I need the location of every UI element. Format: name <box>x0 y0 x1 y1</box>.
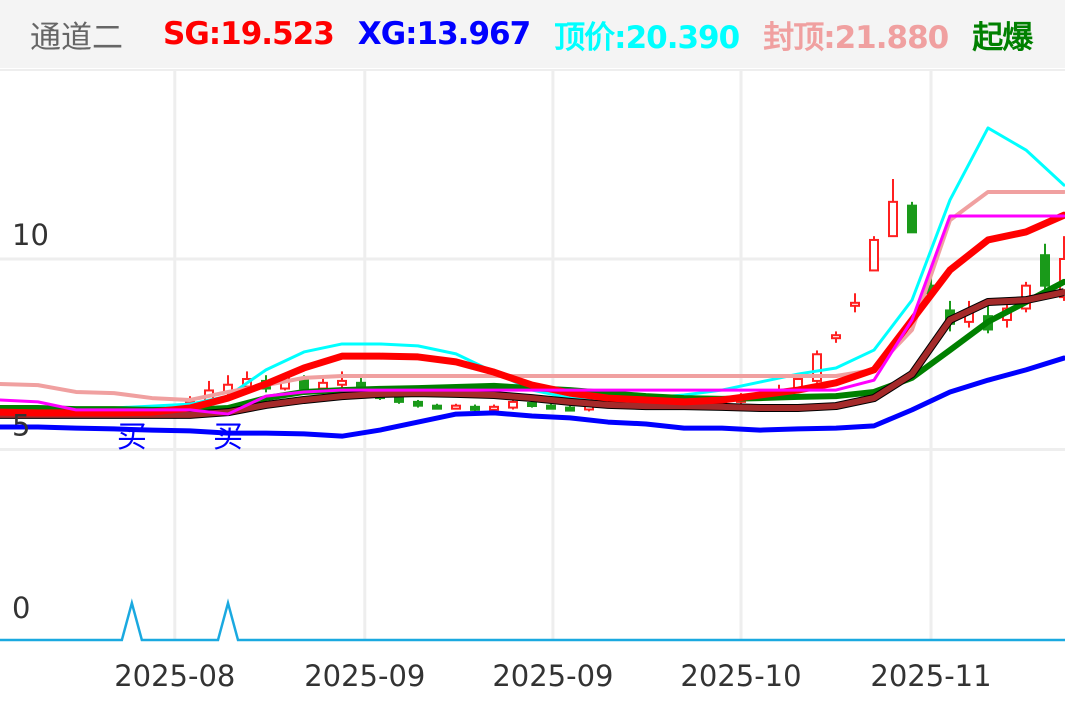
buy-signal-label: 买 <box>117 420 147 455</box>
indicator-title: 通道二 <box>30 19 123 56</box>
candle-body <box>413 400 423 407</box>
candle-body <box>546 404 556 410</box>
candle-body <box>299 378 309 390</box>
y-tick-label: 10 <box>12 218 49 252</box>
candle <box>812 350 822 383</box>
candle-body <box>831 334 841 340</box>
candle <box>413 399 423 408</box>
candle-body <box>1059 258 1065 299</box>
indicator-breakout: 起爆 <box>972 19 1033 56</box>
signal-line <box>0 598 1065 642</box>
indicator-cap: 封顶:21.880 <box>763 19 949 56</box>
candle-body <box>394 397 404 403</box>
candle <box>850 293 860 313</box>
candle-body <box>337 379 347 386</box>
candle <box>432 403 442 410</box>
candle-body <box>508 400 518 409</box>
candle-body <box>489 405 499 411</box>
candle <box>489 404 499 412</box>
candle <box>337 371 347 389</box>
y-tick-label: 0 <box>12 591 30 625</box>
candle-body <box>318 381 328 390</box>
series-line-封顶 <box>0 189 1065 402</box>
y-tick-label: 5 <box>12 409 30 443</box>
candle-body <box>850 301 860 307</box>
candle <box>470 404 480 412</box>
candle-body <box>470 405 480 411</box>
series-line-unnamed-4 <box>0 289 1065 418</box>
series-line-XG <box>0 355 1065 439</box>
candle <box>869 236 879 272</box>
x-tick-label: 2025-08 <box>114 659 235 693</box>
series-line-unnamed-6 <box>0 214 1065 416</box>
candle-body <box>527 402 537 408</box>
x-tick-label: 2025-11 <box>870 659 991 693</box>
candle <box>565 405 575 412</box>
x-tick-label: 2025-09 <box>492 659 613 693</box>
candle <box>907 201 917 234</box>
indicator-header: 通道二 SG:19.523 XG:13.967 顶价:20.390 封顶:21.… <box>0 0 1065 68</box>
x-tick-label: 2025-09 <box>304 659 425 693</box>
buy-signal-label: 买 <box>213 420 243 455</box>
candle-body <box>565 406 575 412</box>
x-tick-label: 2025-10 <box>680 659 801 693</box>
candle-body <box>869 238 879 272</box>
indicator-sg: SG:19.523 <box>163 16 335 52</box>
candle <box>888 178 898 238</box>
candle <box>451 403 461 410</box>
candle-body <box>812 353 822 382</box>
candle-body <box>888 200 898 238</box>
candle-body <box>451 404 461 410</box>
candle <box>831 331 841 343</box>
candle <box>508 399 518 410</box>
candle-body <box>432 404 442 410</box>
candle-body <box>1040 254 1050 287</box>
candle-body <box>907 204 917 234</box>
indicator-top-price: 顶价:20.390 <box>554 19 740 56</box>
series-line-顶价 <box>0 126 1065 412</box>
candle <box>546 403 556 410</box>
candle <box>1040 243 1050 290</box>
indicator-xg: XG:13.967 <box>357 16 531 52</box>
